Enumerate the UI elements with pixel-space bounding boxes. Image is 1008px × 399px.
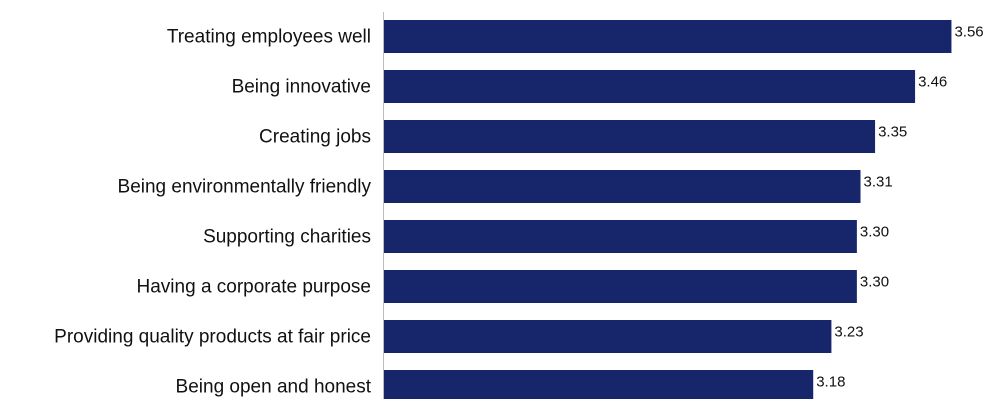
value-label: 3.30 [860,273,889,290]
bar [384,220,857,253]
bars-group [384,20,952,399]
category-label: Being innovative [232,77,371,98]
value-label: 3.18 [816,373,845,390]
category-label: Treating employees well [167,27,371,48]
bar [384,270,857,303]
value-label: 3.31 [864,173,893,190]
bar [384,320,832,353]
category-label: Creating jobs [259,127,371,148]
category-label: Supporting charities [203,227,371,248]
value-label: 3.46 [918,73,947,90]
bar [384,70,916,103]
category-label: Providing quality products at fair price [54,327,371,348]
value-label: 3.35 [878,123,907,140]
category-label: Being environmentally friendly [118,177,372,198]
bar [384,20,952,53]
value-label: 3.30 [860,223,889,240]
bar [384,370,814,399]
labels-group: Treating employees well 3.56 Being innovat… [54,23,983,397]
value-label: 3.56 [954,23,983,40]
bar [384,120,876,153]
value-label: 3.23 [834,323,863,340]
category-label: Being open and honest [176,377,372,398]
category-label: Having a corporate purpose [137,277,371,298]
bar [384,170,861,203]
